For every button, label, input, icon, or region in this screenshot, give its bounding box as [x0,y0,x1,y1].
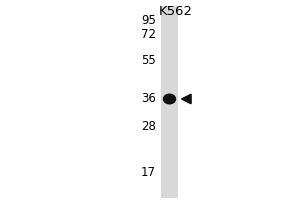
Ellipse shape [164,94,175,104]
Text: 95: 95 [141,15,156,27]
Text: 55: 55 [141,54,156,68]
Text: 72: 72 [141,28,156,42]
Bar [160,6,178,198]
Text: 17: 17 [141,166,156,180]
Text: 36: 36 [141,92,156,106]
Text: K562: K562 [158,5,193,18]
Text: 28: 28 [141,120,156,134]
Polygon shape [182,94,191,104]
